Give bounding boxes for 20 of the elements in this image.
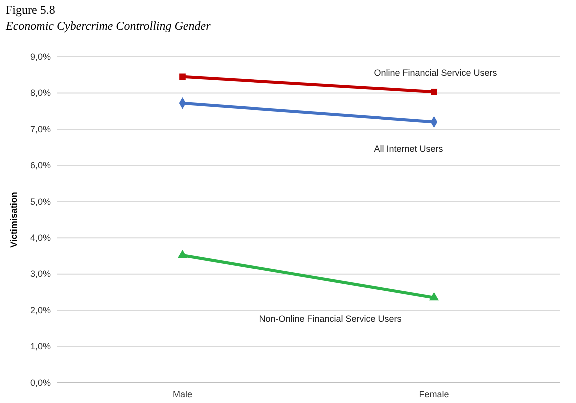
chart-subtitle: Economic Cybercrime Controlling Gender — [5, 19, 212, 33]
point — [180, 74, 186, 80]
y-tick-label: 8,0% — [30, 88, 51, 98]
y-tick-label: 0,0% — [30, 378, 51, 388]
text: All Internet Users — [374, 144, 444, 154]
y-tick-label: 5,0% — [30, 196, 51, 207]
x-tick-label: Male — [172, 389, 193, 400]
y-tick-label: 2,0% — [30, 305, 51, 316]
text: Non-Online Financial Service Users — [259, 314, 402, 324]
chart-title: Figure 5.8 — [6, 3, 56, 17]
y-tick-label: 6,0% — [30, 160, 51, 171]
y-tick-label: 3,0% — [30, 269, 51, 280]
point — [431, 88, 438, 96]
y-tick-label: 1,0% — [30, 342, 51, 352]
y-tick-label: 4,0% — [30, 232, 51, 243]
x-tick-label: Female — [419, 389, 450, 400]
y-tick-label: 7,0% — [30, 124, 51, 134]
y-tick-label: 9,0% — [30, 52, 51, 62]
series-label: Online Financial Service Users — [374, 68, 498, 78]
y-axis-title: Victimisation — [9, 192, 19, 248]
